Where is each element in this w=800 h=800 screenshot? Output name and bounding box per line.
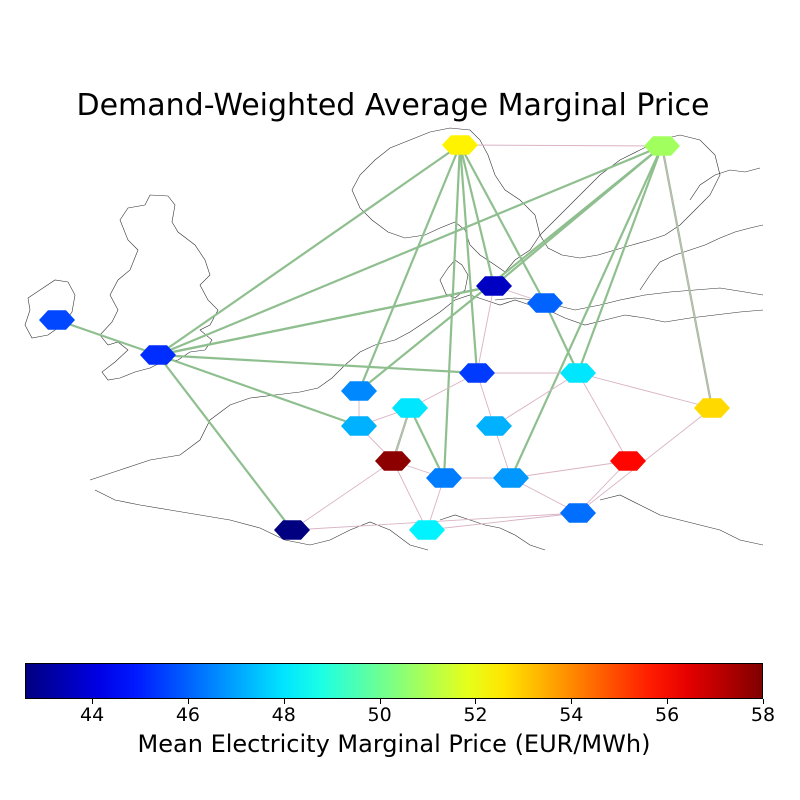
coastline-sweden-east — [539, 134, 721, 259]
bus-node-at — [493, 468, 529, 488]
dc-link — [458, 144, 479, 374]
bus-node-pl — [560, 363, 596, 383]
bus-node-se — [644, 136, 680, 156]
colorbar-tick-label: 50 — [367, 704, 392, 726]
coastline-baltic-east — [639, 224, 764, 291]
colorbar-tick — [475, 699, 477, 704]
colorbar-tick — [92, 699, 94, 704]
colorbar — [25, 663, 763, 699]
bus-node-fr — [375, 451, 411, 471]
bus-node-cz — [476, 416, 512, 436]
dc-link — [157, 354, 293, 531]
dc-link — [157, 353, 360, 428]
colorbar-tick — [187, 699, 189, 704]
ac-link — [459, 144, 663, 147]
dc-link — [576, 145, 664, 374]
ac-link — [577, 372, 629, 462]
ac-link — [291, 460, 394, 531]
coastline — [24, 127, 764, 551]
dc-link — [358, 145, 663, 392]
ac-link — [493, 372, 579, 427]
dc-link — [157, 144, 663, 357]
dc-link — [509, 145, 664, 479]
colorbar-tick-label: 56 — [655, 704, 680, 726]
dc-link — [157, 284, 495, 357]
colorbar-tick — [571, 699, 573, 704]
ac-link — [577, 372, 713, 409]
colorbar-tick-label: 48 — [271, 704, 296, 726]
bus-node-nl — [341, 381, 377, 401]
coastline-continent — [89, 294, 764, 481]
colorbar-tick-label: 52 — [463, 704, 488, 726]
ac-link — [510, 460, 629, 479]
bus-node-no — [442, 135, 478, 155]
colorbar-tick-label: 46 — [175, 704, 201, 726]
ac-link — [661, 145, 713, 409]
colorbar-tick — [379, 699, 381, 704]
dc-link — [157, 353, 478, 375]
coastline-finland — [689, 167, 761, 201]
colorbar-tick — [667, 699, 669, 704]
dc-link — [357, 144, 462, 392]
colorbar-gradient — [25, 663, 763, 699]
bus-node-it — [409, 520, 445, 540]
dc-link — [442, 144, 462, 479]
dc-link — [544, 302, 579, 374]
bus-node-dk2 — [527, 293, 563, 313]
nodes-layer — [39, 135, 730, 540]
bus-node-dk — [476, 276, 512, 296]
bus-node-ie — [39, 310, 75, 330]
links-layer — [56, 144, 714, 531]
bus-node-be — [341, 416, 377, 436]
dc-link — [458, 144, 496, 287]
dc-link — [409, 407, 445, 479]
coastline-ireland — [24, 279, 76, 339]
coastline-south — [94, 489, 429, 551]
colorbar-tick-label: 58 — [750, 704, 776, 726]
colorbar-tick — [763, 699, 764, 704]
bus-node-hu — [610, 451, 646, 471]
dc-link — [157, 144, 461, 356]
ac-link — [426, 512, 579, 531]
bus-node-lt — [694, 398, 730, 418]
colorbar-label: Mean Electricity Marginal Price (EUR/MWh… — [137, 730, 651, 758]
colorbar-tick — [283, 699, 285, 704]
bus-node-lu — [392, 398, 428, 418]
map-title: Demand-Weighted Average Marginal Price — [76, 88, 710, 123]
ac-link — [476, 285, 495, 374]
ac-link — [392, 460, 428, 531]
bus-node-ch — [426, 468, 462, 488]
colorbar-tick-label: 54 — [559, 704, 584, 726]
dc-link — [459, 144, 546, 304]
bus-node-si — [560, 503, 596, 523]
bus-node-gb — [140, 345, 176, 365]
coastline-italy — [439, 514, 546, 551]
dc-link — [56, 318, 159, 357]
colorbar-ticks: 44 46 48 50 52 54 56 58 — [25, 699, 775, 729]
bus-node-de — [459, 363, 495, 383]
colorbar-tick-label: 44 — [79, 704, 105, 726]
coastline-balkans — [599, 494, 764, 546]
coastline-great-britain — [99, 194, 219, 381]
network-map — [24, 127, 764, 551]
bus-node-es — [274, 520, 310, 540]
